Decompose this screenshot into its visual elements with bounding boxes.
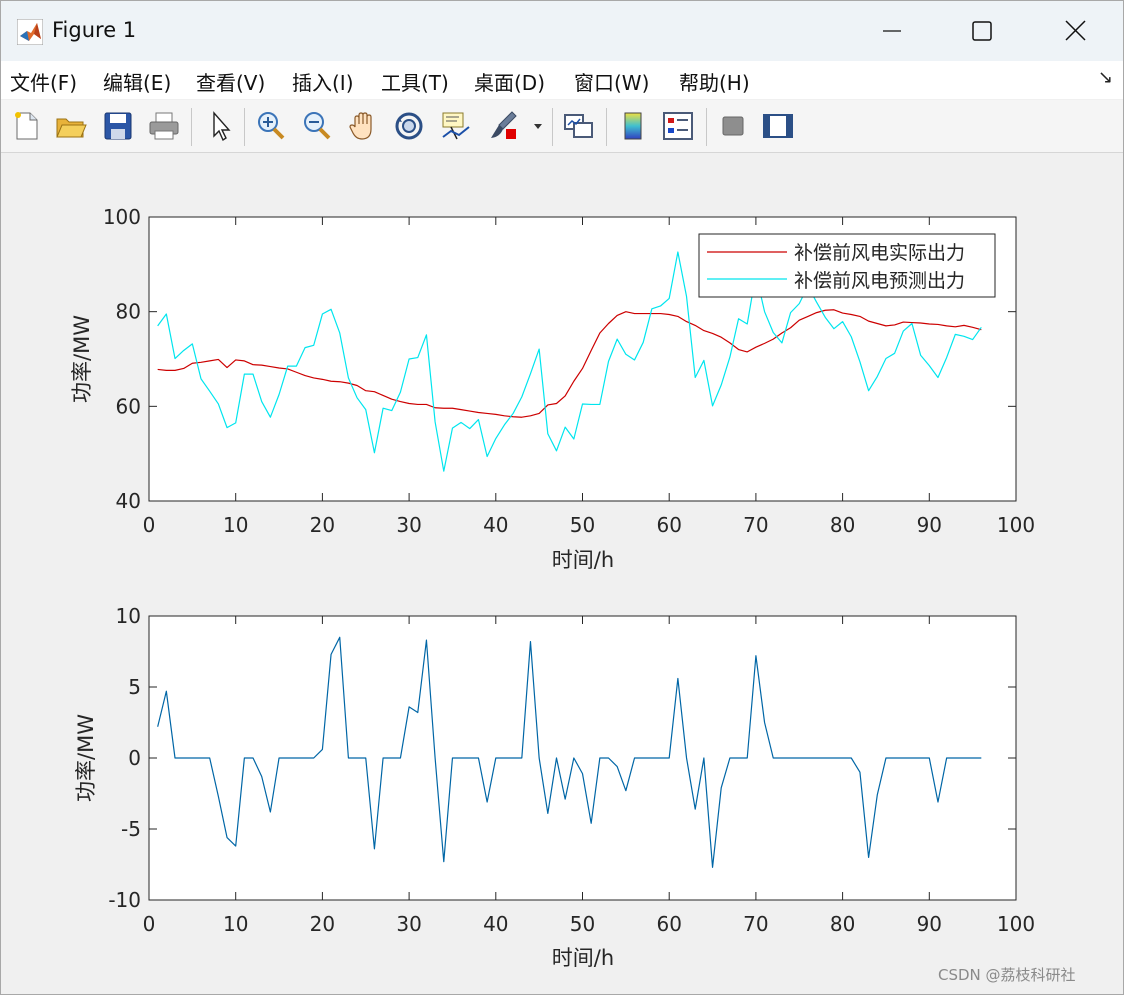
x-tick-label: 90 (917, 912, 942, 936)
x-tick-label: 60 (656, 513, 681, 537)
legend-icon[interactable] (661, 109, 695, 143)
axes-top-ylabel: 功率/MW (70, 315, 94, 403)
close-icon[interactable] (1053, 11, 1099, 51)
axes-bottom-ticks: 0 10 20 30 40 50 60 70 80 90 100 -10 -5 0 5 10 (108, 604, 1035, 936)
x-tick-label: 0 (143, 912, 156, 936)
watermark: CSDN @荔枝科研社 (938, 966, 1076, 984)
link-plot-icon[interactable] (562, 109, 596, 143)
y-tick-label: 80 (116, 300, 141, 324)
y-tick-label: -10 (108, 888, 141, 912)
axes-top-xlabel: 时间/h (552, 548, 614, 572)
toolbar-separator (552, 108, 553, 146)
menu-edit[interactable]: 编辑(E) (103, 71, 172, 95)
x-tick-label: 80 (830, 912, 855, 936)
x-tick-label: 30 (396, 912, 421, 936)
axes-bottom-ylabel: 功率/MW (74, 714, 98, 802)
x-tick-label: 20 (310, 912, 335, 936)
x-tick-label: 100 (997, 513, 1035, 537)
colorbar-icon[interactable] (616, 109, 650, 143)
y-tick-label: 100 (103, 205, 141, 229)
x-tick-label: 30 (396, 513, 421, 537)
toolbar-separator (244, 108, 245, 146)
toolbar-separator (706, 108, 707, 146)
show-plot-tools-icon[interactable] (761, 109, 795, 143)
toolbar-separator (606, 108, 607, 146)
series-line-0-1 (157, 251, 982, 472)
zoom-out-icon[interactable] (300, 109, 334, 143)
y-tick-label: 10 (116, 604, 141, 628)
pointer-icon[interactable] (204, 109, 238, 143)
y-tick-label: 0 (128, 746, 141, 770)
print-icon[interactable] (147, 109, 181, 143)
brush-icon[interactable] (486, 109, 520, 143)
y-tick-label: 40 (116, 489, 141, 513)
menu-expand-arrow-icon[interactable]: ↘ (1098, 67, 1114, 88)
series-line-0-0 (157, 309, 982, 418)
legend[interactable]: 补偿前风电实际出力 补偿前风电预测出力 (698, 233, 996, 298)
axes-top-ticks: 0 10 20 30 40 50 60 70 80 90 100 40 60 80 100 (103, 205, 1035, 537)
hide-plot-tools-icon[interactable] (716, 109, 750, 143)
open-file-icon[interactable] (54, 109, 88, 143)
x-tick-label: 70 (743, 912, 768, 936)
menu-desktop[interactable]: 桌面(D) (474, 71, 546, 95)
x-tick-label: 50 (570, 513, 595, 537)
save-icon[interactable] (101, 109, 135, 143)
series-line-1-0 (157, 636, 982, 868)
x-tick-label: 100 (997, 912, 1035, 936)
new-figure-icon[interactable] (10, 109, 44, 143)
x-tick-label: 80 (830, 513, 855, 537)
menu-insert[interactable]: 插入(I) (292, 71, 354, 95)
maximize-icon[interactable] (959, 11, 1005, 51)
matlab-logo-icon (17, 19, 43, 45)
menu-window[interactable]: 窗口(W) (574, 71, 650, 95)
y-tick-label: 5 (128, 675, 141, 699)
legend-label-actual: 补偿前风电实际出力 (794, 242, 965, 264)
brush-dropdown-icon[interactable] (531, 109, 545, 143)
pan-hand-icon[interactable] (347, 109, 381, 143)
x-tick-label: 40 (483, 912, 508, 936)
x-tick-label: 10 (223, 513, 248, 537)
legend-label-forecast: 补偿前风电预测出力 (794, 270, 965, 292)
axes-top-series (157, 251, 982, 472)
data-cursor-icon[interactable] (439, 109, 473, 143)
menu-file[interactable]: 文件(F) (10, 71, 78, 95)
title-bar: Figure 1 (1, 1, 1123, 61)
y-tick-label: 60 (116, 394, 141, 418)
rotate-3d-icon[interactable] (392, 109, 426, 143)
x-tick-label: 50 (570, 912, 595, 936)
x-tick-label: 10 (223, 912, 248, 936)
menu-help[interactable]: 帮助(H) (679, 71, 750, 95)
axes-bottom-xlabel: 时间/h (552, 946, 614, 970)
axes-top[interactable]: 0 10 20 30 40 50 60 70 80 90 100 40 60 80 100 时间/h 功率/… (70, 205, 1035, 572)
menu-view[interactable]: 查看(V) (196, 71, 266, 95)
menu-tools[interactable]: 工具(T) (381, 71, 449, 95)
axes-bottom-series (157, 636, 982, 868)
zoom-in-icon[interactable] (254, 109, 288, 143)
x-tick-label: 90 (917, 513, 942, 537)
x-tick-label: 20 (310, 513, 335, 537)
figure-toolbar (1, 100, 1123, 153)
legend-box (698, 233, 996, 298)
x-tick-label: 0 (143, 513, 156, 537)
x-tick-label: 40 (483, 513, 508, 537)
x-tick-label: 60 (656, 912, 681, 936)
window-title: Figure 1 (52, 18, 137, 42)
minimize-icon[interactable] (869, 11, 915, 51)
y-tick-label: -5 (121, 817, 141, 841)
toolbar-separator (191, 108, 192, 146)
axes-bottom[interactable]: 0 10 20 30 40 50 60 70 80 90 100 -10 -5 0 5 10 时间/h 功率/… (74, 604, 1035, 970)
x-tick-label: 70 (743, 513, 768, 537)
menu-bar: 文件(F) 编辑(E) 查看(V) 插入(I) 工具(T) 桌面(D) 窗口(W… (1, 61, 1123, 99)
